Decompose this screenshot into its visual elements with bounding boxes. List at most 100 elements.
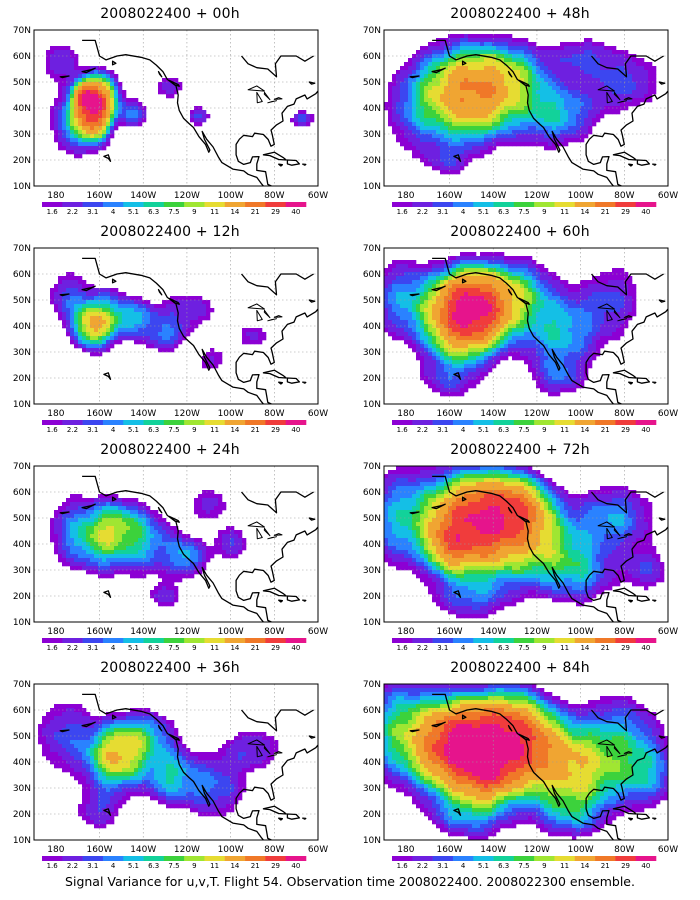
lat-tick-label: 60N <box>13 270 31 280</box>
colorbar-swatch <box>635 202 657 207</box>
colorbar: 1.6 2.2 3.1 4 5.1 6.3 7.5 9 11 14 21 29 40 <box>42 856 307 870</box>
colorbar-swatch <box>554 638 576 643</box>
colorbar-label: 40 <box>291 208 300 216</box>
lon-tick-label: 120W <box>174 191 200 201</box>
colorbar-label: 14 <box>230 426 239 434</box>
colorbar-label: 1.6 <box>47 208 59 216</box>
colorbar-swatch <box>163 638 185 643</box>
lat-tick-label: 40N <box>13 322 31 332</box>
panel-60h: 2008022400 + 60h 70N 60N 50N 40N 30N 20N 10N 18… <box>350 218 690 438</box>
colorbar-swatch <box>432 202 454 207</box>
colorbar-swatch <box>102 202 124 207</box>
lon-tick-label: 120W <box>524 191 550 201</box>
variance-field <box>384 252 637 397</box>
lon-tick-label: 100W <box>218 627 244 637</box>
lat-tick-label: 10N <box>363 836 381 846</box>
plot-frame <box>383 247 669 405</box>
plot-frame <box>383 465 669 623</box>
colorbar-swatch <box>285 202 307 207</box>
colorbar-swatch <box>432 638 454 643</box>
colorbar-swatch <box>595 856 616 861</box>
colorbar-label: 21 <box>601 644 610 652</box>
colorbar-label: 14 <box>230 208 239 216</box>
colorbar-swatch <box>204 856 226 861</box>
graticule <box>34 248 318 404</box>
colorbar-swatch <box>493 638 515 643</box>
lat-tick-label: 60N <box>13 706 31 716</box>
colorbar-label: 2.2 <box>67 426 78 434</box>
colorbar-swatch <box>412 638 433 643</box>
colorbar-swatch <box>412 856 433 861</box>
lat-tick-label: 40N <box>363 104 381 114</box>
graticule <box>34 30 318 186</box>
colorbar-swatch <box>412 420 433 425</box>
graticule <box>384 684 668 840</box>
panel-title: 2008022400 + 36h <box>100 660 240 676</box>
colorbar-swatch <box>163 420 185 425</box>
lat-tick-label: 70N <box>363 26 381 36</box>
lat-tick-label: 50N <box>13 78 31 88</box>
colorbar-label: 14 <box>580 426 589 434</box>
lat-tick-label: 10N <box>13 400 31 410</box>
lon-tick-label: 80W <box>614 845 634 855</box>
colorbar-label: 14 <box>230 644 239 652</box>
lat-tick-label: 70N <box>363 680 381 690</box>
colorbar-label: 5.1 <box>128 644 139 652</box>
colorbar-label: 29 <box>621 862 630 870</box>
variance-field <box>38 704 279 829</box>
colorbar-swatch <box>82 420 104 425</box>
lon-tick-label: 120W <box>174 627 200 637</box>
colorbar-label: 4 <box>461 208 466 216</box>
figure-caption: Signal Variance for u,v,T. Flight 54. Ob… <box>65 874 635 889</box>
colorbar-swatch <box>245 856 266 861</box>
colorbar-label: 6.3 <box>148 862 159 870</box>
lat-tick-label: 10N <box>363 618 381 628</box>
map-plot: 70N 60N 50N 40N 30N 20N 10N 180 160W 140W 120W 100W… <box>13 244 328 434</box>
lat-tick-label: 30N <box>13 784 31 794</box>
panel-48h: 2008022400 + 48h 70N 60N 50N 40N 30N 20N 10N 18… <box>350 0 690 220</box>
lon-tick-label: 140W <box>480 409 506 419</box>
colorbar-label: 21 <box>251 862 260 870</box>
lat-tick-label: 20N <box>363 374 381 384</box>
colorbar-label: 3.1 <box>437 644 448 652</box>
lon-tick-label: 60W <box>308 409 328 419</box>
colorbar-label: 1.6 <box>397 644 409 652</box>
colorbar-swatch <box>224 856 246 861</box>
colorbar-swatch <box>473 856 494 861</box>
panel-84h: 2008022400 + 84h 70N 60N 50N 40N 30N 20N 10N 18… <box>350 654 690 874</box>
colorbar-swatch <box>123 420 144 425</box>
colorbar-label: 11 <box>210 862 219 870</box>
colorbar-swatch <box>493 202 515 207</box>
lon-tick-label: 80W <box>264 627 284 637</box>
colorbar-label: 14 <box>580 644 589 652</box>
colorbar-swatch <box>615 420 636 425</box>
colorbar-swatch <box>574 420 596 425</box>
lat-tick-label: 40N <box>13 540 31 550</box>
colorbar-swatch <box>574 856 596 861</box>
lon-tick-label: 140W <box>480 627 506 637</box>
colorbar-swatch <box>245 420 266 425</box>
colorbar-label: 40 <box>641 208 650 216</box>
lon-tick-label: 180 <box>47 845 64 855</box>
lat-tick-label: 50N <box>13 732 31 742</box>
colorbar-swatch <box>163 202 185 207</box>
lon-tick-label: 80W <box>614 191 634 201</box>
lon-tick-label: 160W <box>86 845 112 855</box>
colorbar-swatch <box>615 856 636 861</box>
lon-tick-label: 120W <box>174 409 200 419</box>
colorbar-swatch <box>432 856 454 861</box>
lon-tick-label: 120W <box>524 845 550 855</box>
colorbar-label: 14 <box>580 862 589 870</box>
lat-tick-label: 50N <box>363 514 381 524</box>
colorbar-label: 2.2 <box>67 208 78 216</box>
colorbar-label: 7.5 <box>168 644 179 652</box>
colorbar-label: 6.3 <box>498 862 509 870</box>
map-plot: 70N 60N 50N 40N 30N 20N 10N 180 160W 140W 120W 100W… <box>363 26 678 216</box>
lon-tick-label: 100W <box>218 409 244 419</box>
lat-tick-label: 20N <box>13 592 31 602</box>
colorbar-swatch <box>163 856 185 861</box>
colorbar-swatch <box>534 202 555 207</box>
colorbar-swatch <box>143 638 165 643</box>
colorbar-label: 4 <box>111 644 116 652</box>
colorbar-swatch <box>42 856 63 861</box>
